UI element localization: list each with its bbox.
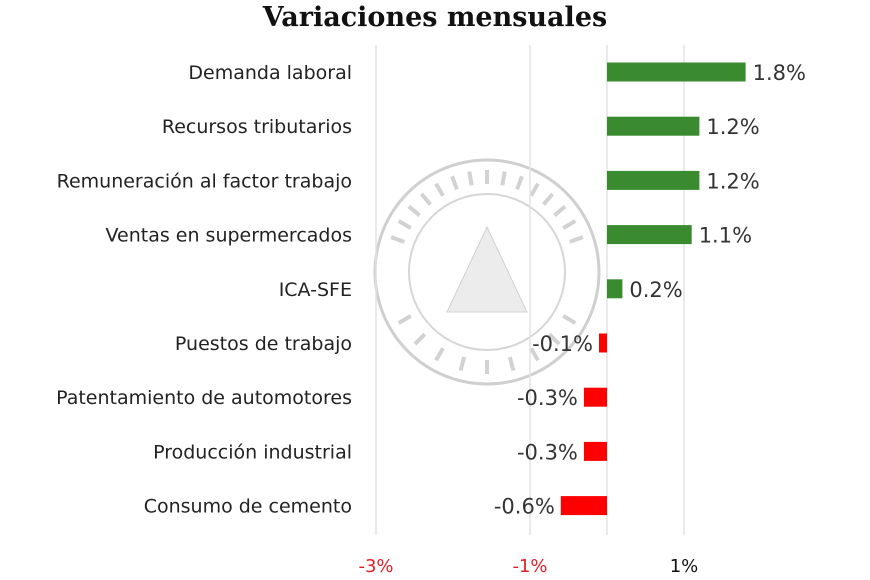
watermark-top-lettering [562,219,577,230]
data-label: 1.1% [699,224,752,248]
category-label: Consumo de cemento [144,496,352,518]
watermark-top-lettering [450,175,459,190]
bar [607,225,692,245]
data-label: 1.8% [753,61,806,85]
x-tick-label: -3% [358,556,393,577]
chart-title: Variaciones mensuales [262,2,608,33]
data-label: 1.2% [706,115,759,139]
watermark-top-lettering [515,175,524,190]
watermark-bottom-lettering [434,347,445,362]
bar [607,279,623,299]
watermark-bottom-lettering [397,314,412,325]
watermark-bottom-lettering [458,356,467,372]
data-label: 0.2% [629,278,682,302]
category-label: Patentamiento de automotores [56,387,352,409]
category-label: Demanda laboral [188,62,352,84]
category-label: Producción industrial [153,441,352,463]
watermark-top-lettering [569,235,584,244]
watermark-top-lettering [553,204,567,217]
watermark-seal-inner [408,193,566,351]
category-label: ICA-SFE [279,279,352,301]
data-label: -0.6% [494,495,555,519]
bar [607,116,700,136]
bar [583,441,607,461]
watermark-bottom-lettering [507,356,516,372]
bar [607,62,746,82]
watermark-seal-outer [373,158,601,386]
watermark-bottom-lettering [562,314,577,325]
watermark-top-lettering [529,182,540,197]
watermark-top-lettering [434,182,445,197]
data-label: -0.3% [517,386,578,410]
watermark-top-lettering [397,219,412,230]
watermark-bottom-lettering [547,332,561,346]
watermark-top-lettering [467,171,474,186]
watermark-top-lettering [419,192,432,206]
x-tick-label: 1% [670,556,699,577]
watermark-top-lettering [500,171,507,186]
category-label: Remuneración al factor trabajo [57,170,352,192]
data-label: -0.3% [517,440,578,464]
data-label: -0.1% [532,332,593,356]
bar [583,387,607,407]
data-label: 1.2% [706,169,759,193]
watermark-top-lettering [542,192,555,206]
watermark-emblem [446,225,528,313]
watermark-top-lettering [407,204,421,217]
x-tick-label: -1% [512,556,547,577]
category-label: Recursos tributarios [162,116,352,138]
bar [607,170,700,190]
bar [560,496,607,516]
watermark-top-lettering [390,235,405,244]
watermark-bottom-lettering [413,332,427,346]
category-label: Ventas en supermercados [106,225,353,247]
bar [599,333,607,353]
watermark-bottom-lettering [529,347,540,362]
category-label: Puestos de trabajo [175,333,352,355]
